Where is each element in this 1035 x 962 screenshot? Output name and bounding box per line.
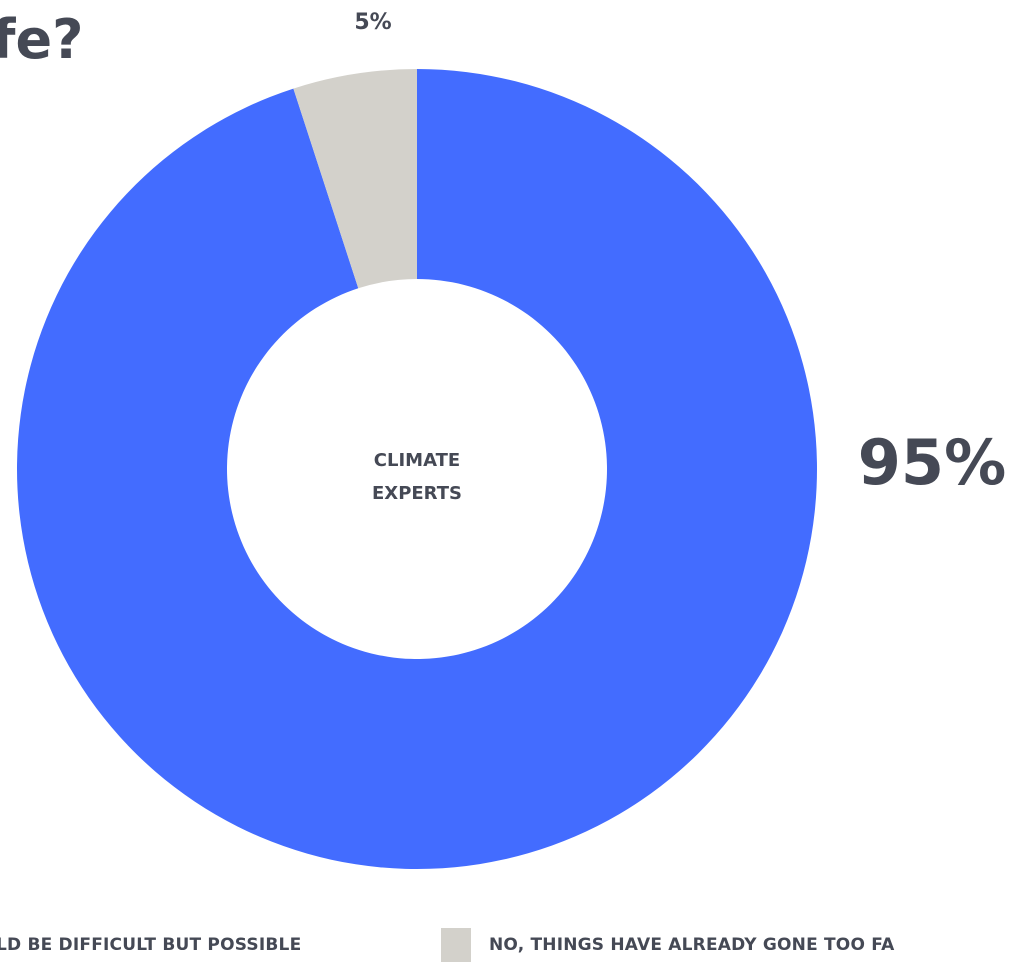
donut-slice-too-far [293,69,417,289]
slice-label-possible: 95% [858,426,1006,499]
center-label-line-1: CLIMATE [374,450,460,471]
donut-slice-possible [16,69,817,869]
legend-item-too-far: NO, THINGS HAVE ALREADY GONE TOO FA [441,928,894,962]
legend-item-possible: LD BE DIFFICULT BUT POSSIBLE [0,928,301,962]
legend-label-possible: LD BE DIFFICULT BUT POSSIBLE [0,935,302,955]
donut-slices [16,69,817,869]
chart-title-line: fe? [0,8,84,71]
legend-label-too-far: NO, THINGS HAVE ALREADY GONE TOO FA [489,935,895,955]
center-label-line-2: EXPERTS [372,483,462,504]
legend-swatch-too-far [441,928,471,962]
slice-label-too-far: 5% [354,10,391,35]
